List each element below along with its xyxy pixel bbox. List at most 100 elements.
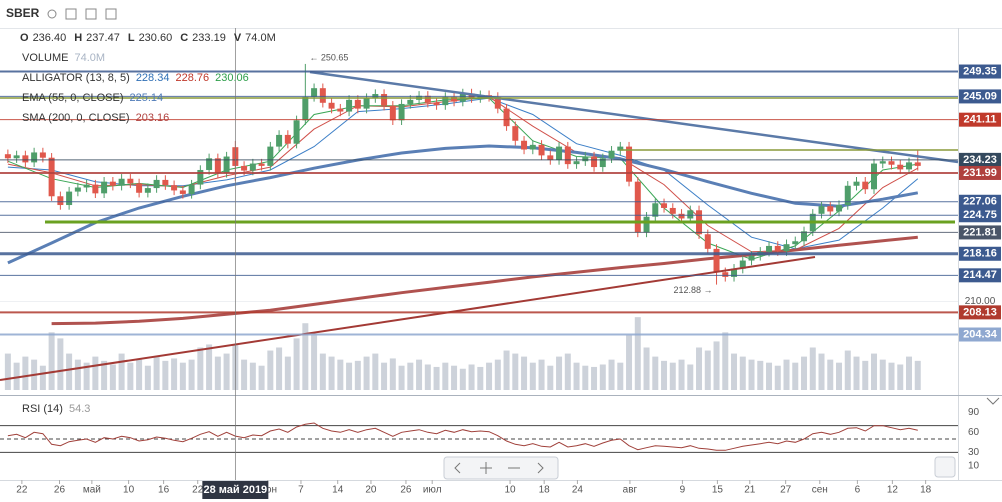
volume-bar [556, 356, 563, 390]
candle-body [827, 206, 834, 212]
volume-bar [827, 359, 834, 390]
candle-body [284, 134, 291, 144]
volume-bar [337, 359, 344, 390]
candle-body [879, 161, 886, 164]
level-label-box [959, 194, 1001, 209]
candle-body [171, 185, 178, 191]
header-key: V [234, 32, 242, 44]
x-tick-label: 27 [780, 485, 792, 496]
x-tick-label: 16 [158, 485, 170, 496]
volume-bar [57, 338, 64, 390]
volume-bar [521, 356, 528, 390]
volume-bar [258, 365, 265, 390]
level-label: 227.06 [963, 196, 997, 208]
candle-body [4, 154, 11, 159]
candle-body [678, 213, 685, 219]
candle-body [66, 191, 73, 206]
level-label-box [959, 208, 1001, 223]
legend-value: 228.76 [175, 72, 209, 84]
rsi-value: 54.3 [69, 403, 90, 415]
nav-bar[interactable] [443, 456, 559, 480]
indicators-icon[interactable] [65, 8, 77, 20]
legend-name: ALLIGATOR (13, 8, 5) [22, 72, 130, 84]
volume-bar [293, 338, 300, 390]
reset-button[interactable] [934, 456, 956, 478]
high-annotation: ← 250.65 [309, 52, 348, 62]
candle-body [739, 260, 746, 269]
volume-bar [188, 359, 195, 390]
volume-bar [22, 356, 29, 390]
volume-bar [13, 362, 20, 390]
candle-body [591, 156, 598, 168]
volume-bar [48, 332, 55, 390]
candle-body [258, 163, 265, 166]
x-tick-label: 12 [887, 485, 899, 496]
volume-bar [118, 353, 125, 390]
candle-body [608, 150, 615, 159]
volume-bar [162, 360, 169, 390]
level-label: 231.99 [963, 167, 997, 179]
candle-body [162, 179, 169, 186]
x-tick-label: 22 [16, 485, 28, 496]
volume-bar [442, 362, 449, 390]
volume-bar [433, 366, 440, 390]
nav-icons[interactable] [454, 462, 544, 474]
level-label: 214.47 [963, 269, 997, 281]
candle-body [136, 183, 143, 193]
level-label-box [959, 165, 1001, 180]
volume-bar [704, 350, 711, 390]
volume-bar [652, 356, 659, 390]
volume-bar [818, 353, 825, 390]
candle-body [57, 196, 64, 206]
candle-body [276, 134, 283, 147]
volume-bar [92, 356, 99, 390]
volume-bar [101, 360, 108, 390]
legend-name: VOLUME [22, 52, 68, 64]
volume-bar [267, 350, 274, 390]
volume-bar [459, 368, 466, 390]
candle-body [853, 181, 860, 186]
volume-bar [398, 365, 405, 390]
candle-body [468, 93, 475, 99]
settings-icon[interactable] [47, 9, 57, 19]
volume-bar [302, 323, 309, 390]
volume-bar [792, 362, 799, 390]
volume-bar [853, 356, 860, 390]
compare-icon[interactable] [85, 8, 97, 20]
candle-body [22, 155, 29, 163]
candle-body [83, 184, 90, 188]
candle-body [538, 144, 545, 156]
candle-body [302, 96, 309, 121]
candle-body [39, 152, 46, 158]
candle-body [442, 96, 449, 106]
level-label: 241.11 [963, 114, 996, 126]
header-value: 237.47 [86, 32, 120, 44]
candle-body [13, 155, 20, 159]
candle-body [774, 245, 781, 252]
volume-bar [696, 347, 703, 390]
volume-bar [354, 360, 361, 390]
volume-bar [66, 353, 73, 390]
candle-body [389, 105, 396, 121]
navigation[interactable] [443, 397, 1000, 480]
candle-body [669, 207, 676, 214]
fullscreen-icon[interactable] [105, 8, 117, 20]
volume-bar [74, 359, 81, 390]
volume-bar [346, 362, 353, 390]
volume-bar [328, 356, 335, 390]
candle-body [31, 152, 38, 163]
y-tick-label: 210.00 [965, 296, 996, 307]
x-tick-label: сен [812, 485, 828, 496]
volume-bar [582, 365, 589, 390]
collapse-icon[interactable] [986, 397, 1000, 405]
indicator-line [51, 235, 918, 326]
level-label-box [959, 64, 1001, 79]
volume-bar [109, 364, 116, 390]
toolbar-icons[interactable] [47, 8, 117, 20]
volume-bar [197, 347, 204, 390]
volume-bar [241, 359, 248, 390]
rsi-tick-label: 90 [968, 407, 980, 418]
crosshair-label-box [202, 481, 269, 499]
header-value: 230.60 [139, 32, 173, 44]
